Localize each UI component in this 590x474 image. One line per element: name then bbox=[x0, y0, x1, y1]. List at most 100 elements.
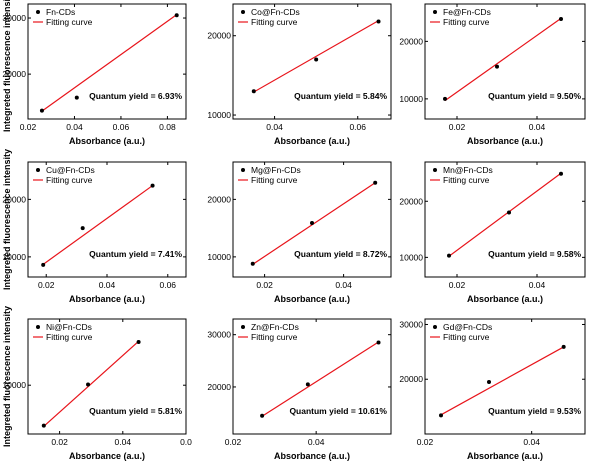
chart-panel-2: 0.04 0.06 10000 20000 Absorbance (a.u.) Co@Fn… bbox=[207, 3, 392, 146]
plot-frame bbox=[27, 318, 187, 435]
fitting-curve-line bbox=[261, 341, 379, 417]
x-axis-label: Absorbance (a.u.) bbox=[274, 451, 350, 461]
x-axis-label: Absorbance (a.u.) bbox=[467, 294, 543, 304]
legend-fit-label: Fitting curve bbox=[46, 175, 93, 185]
plot-frame bbox=[27, 3, 187, 120]
data-point bbox=[260, 413, 265, 418]
legend-sample-label: Cu@Fn-CDs bbox=[46, 165, 95, 175]
legend-point-marker bbox=[433, 168, 437, 172]
data-point bbox=[376, 340, 381, 345]
plot-frame bbox=[232, 318, 392, 435]
fitting-curve-line bbox=[444, 17, 562, 102]
y-tick-label: 10000 bbox=[207, 252, 231, 262]
y-tick-label: 10000 bbox=[399, 252, 423, 262]
y-tick-label: 30000 bbox=[2, 13, 26, 23]
x-tick-label: 0.04 bbox=[308, 437, 325, 447]
data-point bbox=[376, 19, 381, 24]
x-axis-label: Absorbance (a.u.) bbox=[467, 451, 543, 461]
data-point bbox=[80, 226, 85, 231]
fitting-curve-line bbox=[42, 185, 153, 265]
data-point bbox=[487, 379, 491, 384]
data-point bbox=[439, 413, 443, 418]
data-point bbox=[443, 96, 447, 101]
x-tick-label: 0.02 bbox=[51, 437, 68, 447]
x-axis-label: Absorbance (a.u.) bbox=[69, 294, 145, 304]
data-point bbox=[251, 89, 256, 94]
legend-fit-label: Fitting curve bbox=[251, 332, 298, 342]
data-point bbox=[74, 95, 79, 100]
legend-fit-label: Fitting curve bbox=[443, 17, 490, 27]
quantum-yield-annotation: Quantum yield = 7.41% bbox=[89, 249, 182, 259]
y-tick-label: 20000 bbox=[399, 196, 423, 206]
legend-fit-label: Fitting curve bbox=[46, 332, 93, 342]
x-tick-label: 0.02 bbox=[417, 437, 434, 447]
legend-sample-label: Zn@Fn-CDs bbox=[251, 322, 299, 332]
data-point bbox=[150, 183, 155, 188]
data-point bbox=[373, 180, 378, 185]
legend-fit-label: Fitting curve bbox=[443, 175, 490, 185]
x-axis-label: Absorbance (a.u.) bbox=[274, 294, 350, 304]
x-axis-label: Absorbance (a.u.) bbox=[274, 136, 350, 146]
legend-sample-label: Mn@Fn-CDs bbox=[443, 165, 493, 175]
y-tick-label: 10000 bbox=[207, 110, 231, 120]
y-tick-label: 20000 bbox=[2, 194, 26, 204]
quantum-yield-annotation: Quantum yield = 5.81% bbox=[89, 406, 182, 416]
legend-fit-label: Fitting curve bbox=[251, 175, 298, 185]
fitting-curve-line bbox=[448, 172, 562, 257]
y-tick-label: 20000 bbox=[2, 69, 26, 79]
fitting-curve-line bbox=[252, 182, 376, 265]
x-tick-label: 0.02 bbox=[225, 437, 242, 447]
x-tick-label: 0.02 bbox=[449, 280, 466, 290]
data-point bbox=[39, 108, 44, 113]
legend-sample-label: Fe@Fn-CDs bbox=[443, 7, 491, 17]
y-tick-label: 20000 bbox=[399, 374, 423, 384]
x-tick-label: 0.02 bbox=[449, 122, 466, 132]
x-tick-label: 0.04 bbox=[66, 122, 83, 132]
fitting-curve-line bbox=[41, 14, 178, 112]
data-point bbox=[136, 340, 141, 344]
x-axis-label: Absorbance (a.u.) bbox=[69, 451, 145, 461]
chart-panel-4: 0.02 0.04 0.06 10000 20000 Absorbance (a.u.) I… bbox=[2, 149, 187, 304]
x-tick-label: 0.04 bbox=[115, 437, 132, 447]
plot-frame bbox=[232, 161, 392, 278]
quantum-yield-annotation: Quantum yield = 9.53% bbox=[488, 406, 581, 416]
data-point bbox=[559, 16, 563, 21]
x-axis-label: Absorbance (a.u.) bbox=[69, 136, 145, 146]
data-point bbox=[41, 262, 46, 267]
x-axis-label: Absorbance (a.u.) bbox=[467, 136, 543, 146]
x-tick-label: 0.04 bbox=[529, 280, 546, 290]
y-tick-label: 20000 bbox=[207, 194, 231, 204]
fitting-curve-line bbox=[440, 346, 564, 416]
y-tick-label: 20000 bbox=[207, 382, 231, 392]
plot-frame bbox=[232, 3, 392, 120]
data-point bbox=[250, 261, 255, 266]
x-tick-label: 0.0 bbox=[180, 437, 192, 447]
quantum-yield-annotation: Quantum yield = 10.61% bbox=[289, 406, 387, 416]
x-tick-label: 0.04 bbox=[266, 122, 283, 132]
legend-sample-label: Gd@Fn-CDs bbox=[443, 322, 492, 332]
legend-point-marker bbox=[241, 10, 245, 14]
quantum-yield-annotation: Quantum yield = 5.84% bbox=[294, 91, 387, 101]
y-tick-label: 30000 bbox=[399, 319, 423, 329]
y-tick-label: 20000 bbox=[207, 31, 231, 41]
chart-panel-6: 0.02 0.04 10000 20000 Absorbance (a.u.) Mn@Fn… bbox=[399, 161, 586, 304]
data-point bbox=[447, 253, 451, 258]
y-axis-label: Integreted fluorescence intensity bbox=[2, 149, 12, 290]
legend-point-marker bbox=[433, 10, 437, 14]
data-point bbox=[559, 171, 563, 176]
legend-fit-label: Fitting curve bbox=[46, 17, 93, 27]
y-tick-label: 10000 bbox=[2, 252, 26, 262]
legend-point-marker bbox=[241, 168, 245, 172]
x-tick-label: 0.06 bbox=[349, 122, 366, 132]
x-tick-label: 0.04 bbox=[99, 280, 116, 290]
legend-sample-label: Co@Fn-CDs bbox=[251, 7, 300, 17]
legend-point-marker bbox=[36, 10, 40, 14]
legend-sample-label: Fn-CDs bbox=[46, 7, 75, 17]
chart-panel-8: 0.02 0.04 20000 30000 Absorbance (a.u.) Zn@Fn… bbox=[207, 318, 392, 461]
y-tick-label: 10000 bbox=[399, 94, 423, 104]
legend-fit-label: Fitting curve bbox=[251, 17, 298, 27]
legend-sample-label: Mg@Fn-CDs bbox=[251, 165, 301, 175]
data-point bbox=[495, 64, 499, 69]
data-point bbox=[174, 13, 179, 18]
